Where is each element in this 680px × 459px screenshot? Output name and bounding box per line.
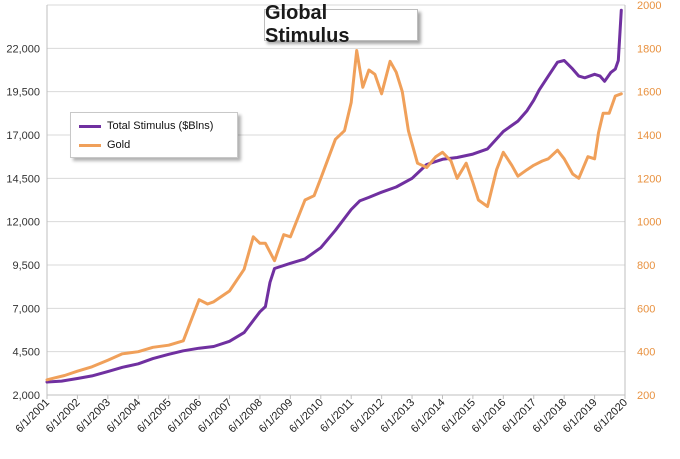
x-axis-ticks: 6/1/20016/1/20026/1/20036/1/20046/1/2005… bbox=[13, 395, 630, 435]
x-axis-tick-label: 6/1/2020 bbox=[591, 397, 630, 436]
right-axis-tick-label: 1600 bbox=[637, 87, 661, 99]
left-axis-tick-label: 4,500 bbox=[12, 347, 40, 359]
left-axis-tick-label: 22,000 bbox=[6, 43, 40, 55]
right-axis-tick-label: 2000 bbox=[637, 0, 661, 12]
left-axis-tick-label: 17,000 bbox=[6, 130, 40, 142]
left-axis-tick-label: 12,000 bbox=[6, 217, 40, 229]
legend-item-gold: Gold bbox=[79, 139, 130, 151]
left-axis-ticks: 2,000 4,500 7,000 9,500 12,000 14,500 17,000 19… bbox=[6, 43, 40, 402]
right-axis-tick-label: 400 bbox=[637, 347, 655, 359]
chart-title: Global Stimulus bbox=[264, 2, 418, 47]
series-line-total-stimulus bbox=[45, 8, 623, 384]
left-axis-tick-label: 2,000 bbox=[12, 390, 40, 402]
series-layer bbox=[45, 8, 623, 384]
legend-swatch-gold bbox=[79, 143, 101, 147]
legend-label-stimulus: Total Stimulus ($Blns) bbox=[107, 120, 214, 132]
left-axis-tick-label: 19,500 bbox=[6, 87, 40, 99]
legend-label-gold: Gold bbox=[107, 139, 131, 151]
right-axis-tick-label: 1000 bbox=[637, 217, 661, 229]
right-axis-tick-label: 1800 bbox=[637, 43, 661, 55]
right-axis-ticks: 200 400 600 800 1000 1200 1400 1600 1800 2000 bbox=[637, 0, 661, 402]
series-line-gold bbox=[45, 49, 623, 382]
right-axis-tick-label: 1400 bbox=[637, 130, 661, 142]
grid-layer bbox=[46, 4, 626, 396]
right-axis-tick-label: 800 bbox=[637, 260, 655, 272]
right-axis-tick-label: 600 bbox=[637, 303, 655, 315]
left-axis-tick-label: 7,000 bbox=[12, 303, 40, 315]
legend-item-stimulus: Total Stimulus ($Blns) bbox=[79, 120, 213, 132]
left-axis-tick-label: 9,500 bbox=[12, 260, 40, 272]
right-axis-tick-label: 1200 bbox=[637, 173, 661, 185]
legend-swatch-stimulus bbox=[79, 124, 101, 128]
right-axis-tick-label: 200 bbox=[637, 390, 655, 402]
legend: Total Stimulus ($Blns) Gold bbox=[70, 112, 238, 158]
chart-title-text: Global Stimulus bbox=[265, 2, 350, 47]
left-axis-tick-label: 14,500 bbox=[6, 173, 40, 185]
